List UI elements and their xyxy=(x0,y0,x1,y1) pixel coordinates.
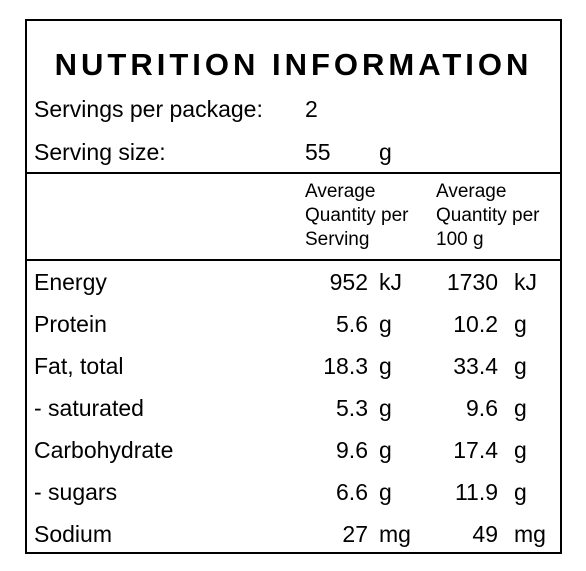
per-serving-value: 6.6 xyxy=(336,479,368,505)
per-serving-value: 9.6 xyxy=(336,437,368,463)
per-serving-unit: g xyxy=(379,353,392,379)
per-100g-value: 17.4 xyxy=(453,437,498,463)
per-100g-value: 11.9 xyxy=(454,479,498,505)
per-serving-unit: g xyxy=(379,395,392,421)
header-per-100g-line: Quantity per xyxy=(436,205,540,226)
nutrient-name: Protein xyxy=(34,311,107,337)
serving-size-unit: g xyxy=(379,139,392,165)
divider-header xyxy=(27,259,560,261)
per-100g-unit: g xyxy=(514,479,527,505)
per-serving-unit: g xyxy=(379,479,392,505)
per-serving-unit: mg xyxy=(379,521,411,547)
serving-size-value: 55 xyxy=(305,139,331,165)
per-serving-unit: g xyxy=(379,311,392,337)
divider-top xyxy=(27,172,560,174)
per-100g-unit: g xyxy=(514,311,527,337)
per-100g-unit: kJ xyxy=(514,269,537,295)
nutrient-name: - saturated xyxy=(34,395,144,421)
per-100g-value: 9.6 xyxy=(466,395,498,421)
serving-size-label: Serving size: xyxy=(34,139,166,165)
header-per-serving-line: Quantity per xyxy=(305,205,409,226)
header-per-100g-line: 100 g xyxy=(436,229,484,250)
per-100g-unit: g xyxy=(514,437,527,463)
nutrient-row-protein: Protein 5.6 g 10.2 g xyxy=(27,303,560,345)
header-per-100g: Average Quantity per 100 g xyxy=(436,180,540,252)
nutrient-name: - sugars xyxy=(34,479,118,505)
nutrient-row-sodium: Sodium 27 mg 49 mg xyxy=(27,513,560,555)
per-100g-value: 1730 xyxy=(446,269,498,295)
per-100g-unit: mg xyxy=(514,521,546,547)
per-serving-value: 5.6 xyxy=(336,311,368,337)
header-per-serving-line: Serving xyxy=(305,229,370,250)
per-serving-unit: kJ xyxy=(379,269,402,295)
per-serving-unit: g xyxy=(379,437,392,463)
panel-title: NUTRITION INFORMATION xyxy=(54,47,533,82)
nutrient-row-carbohydrate: Carbohydrate 9.6 g 17.4 g xyxy=(27,429,560,471)
nutrient-row-fat-total: Fat, total 18.3 g 33.4 g xyxy=(27,345,560,387)
per-100g-unit: g xyxy=(514,353,527,379)
nutrient-name: Energy xyxy=(34,269,107,295)
servings-label: Servings per package: xyxy=(34,96,263,122)
header-per-serving-line: Average xyxy=(305,181,376,202)
per-serving-value: 27 xyxy=(342,521,368,547)
header-per-serving: Average Quantity per Serving xyxy=(305,180,409,252)
per-100g-value: 49 xyxy=(472,521,498,547)
nutrient-name: Carbohydrate xyxy=(34,437,174,463)
per-serving-value: 5.3 xyxy=(336,395,368,421)
nutrient-row-energy: Energy 952 kJ 1730 kJ xyxy=(27,261,560,303)
nutrient-row-sugars: - sugars 6.6 g 11.9 g xyxy=(27,471,560,513)
per-100g-unit: g xyxy=(514,395,527,421)
per-100g-value: 33.4 xyxy=(453,353,498,379)
per-serving-value: 18.3 xyxy=(323,353,368,379)
per-100g-value: 10.2 xyxy=(453,311,498,337)
servings-value: 2 xyxy=(305,96,318,122)
per-serving-value: 952 xyxy=(329,269,368,295)
header-per-100g-line: Average xyxy=(436,181,507,202)
nutrient-row-saturated: - saturated 5.3 g 9.6 g xyxy=(27,387,560,429)
nutrient-name: Sodium xyxy=(34,521,112,547)
nutrition-panel: NUTRITION INFORMATION Servings per packa… xyxy=(25,19,562,554)
nutrient-name: Fat, total xyxy=(34,353,124,379)
